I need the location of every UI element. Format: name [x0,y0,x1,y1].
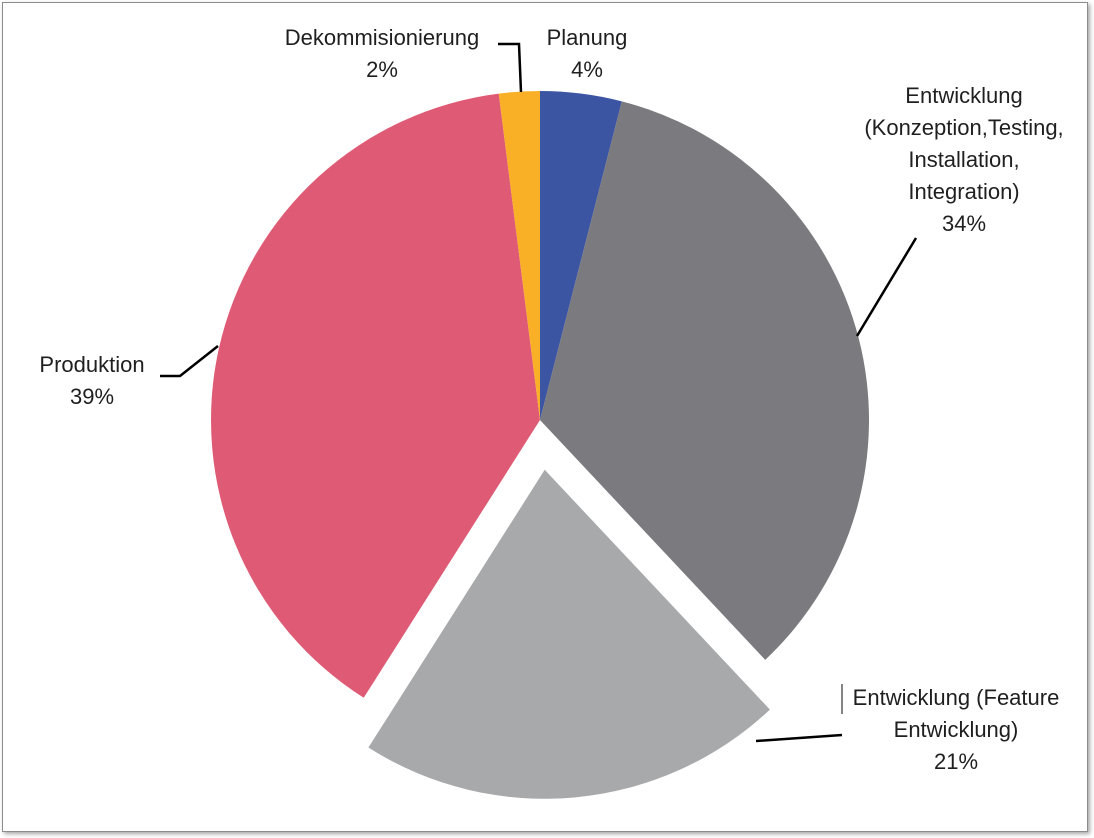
label-entwicklung-feature-line2: Entwicklung) [893,717,1019,742]
leader-line-entwicklung-konzeption [855,237,918,337]
label-dekommisionierung: Dekommisionierung 2% [262,22,502,86]
label-planung: Planung 4% [528,22,646,86]
leader-line-produktion [160,345,219,378]
leader-line-dekommisionierung [498,42,523,93]
label-planung-value: 4% [571,57,603,82]
pie-slice-entwicklung-konzeption-testing-installation-integration [540,101,869,660]
pie-slice-dekommisionierung [498,91,540,420]
label-entwicklung-feature: Entwicklung (Feature Entwicklung) 21% [836,682,1076,778]
label-planung-name: Planung [546,25,628,50]
label-produktion: Produktion 39% [22,349,162,413]
label-dekommisionierung-value: 2% [366,57,398,82]
label-entwicklung-feature-line1: Entwicklung (Feature [852,685,1060,710]
label-entwicklung-konzeption-value: 34% [941,211,987,236]
pie-slice-entwicklung-feature-entwicklung [368,469,770,799]
label-dekommisionierung-name: Dekommisionierung [284,25,480,50]
pie-slice-planung [540,91,622,420]
label-entwicklung-konzeption-line4: Integration) [908,179,1020,204]
pie-slice-produktion [210,93,541,698]
label-entwicklung-konzeption-line1: Entwicklung [905,83,1023,108]
label-entwicklung-konzeption-line3: Installation, [908,147,1020,172]
label-entwicklung-feature-value: 21% [933,749,979,774]
label-entwicklung-konzeption-line2: (Konzeption,Testing, [864,115,1064,140]
leader-line-entwicklung-feature [755,733,843,743]
label-produktion-name: Produktion [39,352,145,377]
label-produktion-value: 39% [69,384,115,409]
label-entwicklung-konzeption: Entwicklung (Konzeption,Testing, Install… [844,80,1084,240]
